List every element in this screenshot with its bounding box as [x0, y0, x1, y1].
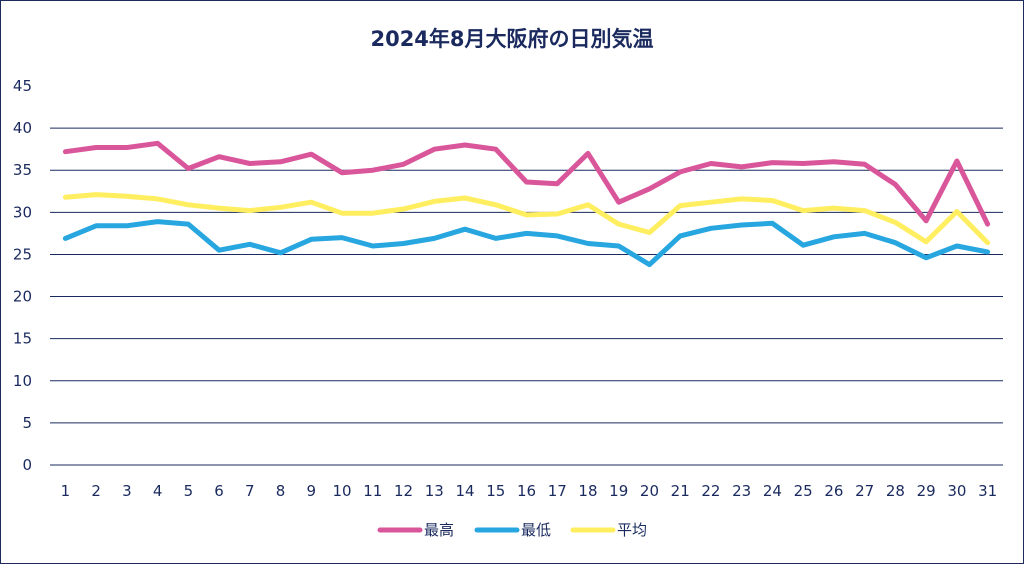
- x-tick-label: 31: [978, 482, 997, 500]
- x-tick-label: 9: [307, 482, 317, 500]
- y-axis-ticks: 0 5 10 15 20 25 30 35 40 45: [13, 77, 32, 474]
- legend-label: 最低: [521, 521, 551, 539]
- x-tick-label: 4: [153, 482, 163, 500]
- x-tick-label: 13: [425, 482, 444, 500]
- x-tick-label: 30: [947, 482, 966, 500]
- x-tick-label: 14: [455, 482, 474, 500]
- gridlines: [50, 127, 1003, 466]
- x-tick-label: 16: [517, 482, 536, 500]
- y-tick-label: 10: [13, 372, 32, 390]
- x-tick-label: 25: [794, 482, 813, 500]
- x-tick-label: 29: [917, 482, 936, 500]
- x-tick-label: 5: [184, 482, 194, 500]
- y-tick-label: 25: [13, 245, 32, 263]
- x-tick-label: 10: [333, 482, 352, 500]
- series-line-最高: [62, 140, 991, 227]
- x-tick-label: 2: [91, 482, 101, 500]
- x-tick-label: 7: [245, 482, 255, 500]
- chart-title: 2024年8月大阪府の日別気温: [370, 27, 653, 51]
- x-tick-label: 28: [886, 482, 905, 500]
- x-axis-ticks: 1 2 3 4 5 6 7 8 9 10 11 12 13 14 15 16 17 18 19 20 21 22 23 24 2…: [61, 482, 998, 500]
- x-tick-label: 12: [394, 482, 413, 500]
- x-tick-label: 3: [122, 482, 132, 500]
- y-tick-label: 15: [13, 330, 32, 348]
- x-tick-label: 19: [609, 482, 628, 500]
- x-tick-label: 23: [732, 482, 751, 500]
- legend-label: 平均: [617, 521, 647, 539]
- y-tick-label: 30: [13, 203, 32, 221]
- y-tick-label: 0: [22, 456, 32, 474]
- x-tick-label: 1: [61, 482, 71, 500]
- x-tick-label: 21: [671, 482, 690, 500]
- y-tick-label: 45: [13, 77, 32, 95]
- x-tick-label: 18: [578, 482, 597, 500]
- x-tick-label: 11: [363, 482, 382, 500]
- series-line-最低: [62, 219, 991, 268]
- x-tick-label: 15: [486, 482, 505, 500]
- legend: 最高 最低 平均: [377, 521, 647, 539]
- x-tick-label: 27: [855, 482, 874, 500]
- series-lines: [62, 140, 991, 268]
- x-tick-label: 17: [548, 482, 567, 500]
- y-tick-label: 5: [22, 414, 32, 432]
- x-tick-label: 20: [640, 482, 659, 500]
- series-line-平均: [62, 192, 991, 246]
- x-tick-label: 24: [763, 482, 782, 500]
- y-tick-label: 40: [13, 119, 32, 137]
- x-tick-label: 8: [276, 482, 286, 500]
- x-tick-label: 22: [701, 482, 720, 500]
- x-tick-label: 26: [824, 482, 843, 500]
- y-tick-label: 20: [13, 288, 32, 306]
- y-tick-label: 35: [13, 161, 32, 179]
- x-tick-label: 6: [214, 482, 224, 500]
- legend-label: 最高: [424, 521, 454, 539]
